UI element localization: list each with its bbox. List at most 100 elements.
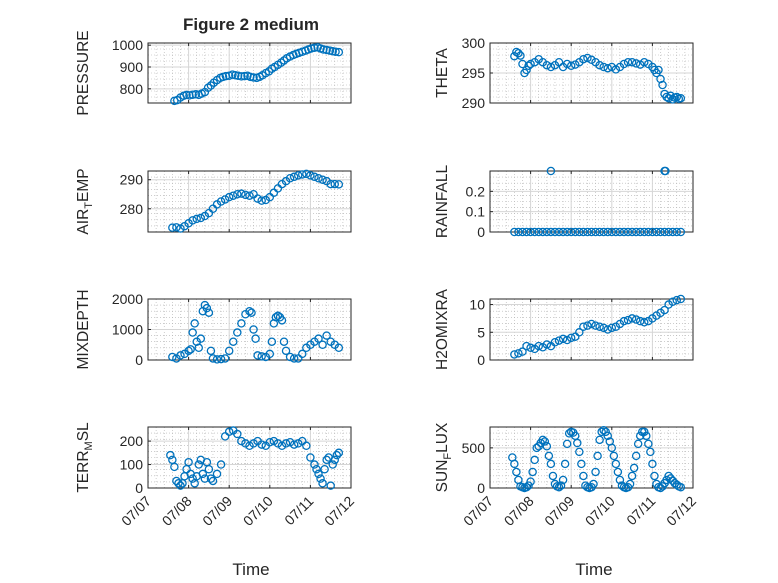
y-axis-label-sub: M bbox=[83, 441, 95, 450]
data-point bbox=[562, 439, 572, 449]
data-point bbox=[302, 441, 311, 451]
data-point bbox=[542, 442, 552, 451]
series-markers bbox=[510, 47, 686, 104]
data-point bbox=[194, 343, 203, 353]
data-point bbox=[220, 354, 230, 363]
data-point bbox=[328, 460, 337, 469]
data-point bbox=[587, 319, 596, 329]
data-point bbox=[607, 443, 617, 453]
y-tick-label: 200 bbox=[120, 433, 144, 449]
series-markers bbox=[170, 43, 344, 106]
data-point bbox=[534, 227, 543, 237]
series-markers bbox=[166, 426, 344, 490]
data-point bbox=[257, 440, 266, 449]
data-point bbox=[320, 464, 329, 474]
data-point bbox=[601, 427, 610, 437]
y-axis-label-sub: F bbox=[442, 453, 454, 460]
data-point bbox=[318, 340, 327, 349]
data-point bbox=[192, 214, 201, 224]
data-point bbox=[176, 351, 185, 360]
data-point bbox=[237, 189, 246, 198]
data-point bbox=[599, 227, 608, 237]
data-point bbox=[281, 439, 291, 448]
data-point bbox=[538, 227, 548, 237]
data-point bbox=[332, 450, 342, 460]
y-axis-label-tail: SL bbox=[75, 422, 92, 441]
data-point bbox=[202, 303, 212, 313]
data-point bbox=[542, 60, 552, 70]
subplot-pressure: 800 900 1000 PRESSURE bbox=[75, 30, 352, 116]
data-point bbox=[526, 343, 535, 353]
y-axis-label: AIRTEMP bbox=[75, 168, 95, 234]
y-axis-label: H2OMIXRA bbox=[434, 288, 451, 370]
data-point bbox=[194, 460, 203, 469]
data-point bbox=[224, 192, 234, 202]
y-axis-label-tail: LUX bbox=[434, 422, 451, 453]
data-point bbox=[562, 335, 572, 345]
data-point bbox=[184, 346, 193, 356]
data-point bbox=[524, 61, 533, 71]
data-point bbox=[200, 474, 210, 483]
data-point bbox=[631, 227, 641, 237]
data-point bbox=[599, 323, 608, 333]
data-point bbox=[310, 460, 319, 469]
data-point bbox=[554, 336, 564, 345]
data-point bbox=[676, 93, 686, 103]
data-point bbox=[631, 59, 641, 68]
data-point bbox=[558, 334, 568, 344]
data-point bbox=[642, 431, 651, 441]
data-point bbox=[204, 308, 214, 317]
data-point bbox=[233, 71, 243, 80]
data-point bbox=[640, 227, 649, 237]
data-point bbox=[627, 57, 637, 67]
data-point bbox=[579, 322, 588, 331]
data-point bbox=[546, 459, 556, 469]
data-point bbox=[603, 431, 612, 441]
axes-box bbox=[147, 42, 352, 104]
data-point bbox=[216, 354, 226, 364]
data-point bbox=[298, 170, 307, 179]
data-point bbox=[635, 227, 645, 237]
data-point bbox=[575, 227, 584, 237]
data-point bbox=[249, 73, 258, 82]
subplot-air-temp: 280 290 AIRTEMP bbox=[75, 168, 352, 235]
data-point bbox=[660, 305, 669, 315]
series-markers bbox=[508, 425, 686, 493]
y-tick-label: 300 bbox=[462, 35, 486, 51]
y-tick-label: 1000 bbox=[112, 322, 143, 338]
data-point bbox=[640, 318, 649, 327]
y-axis-label-sub: T bbox=[83, 202, 95, 209]
data-point bbox=[182, 90, 191, 100]
data-point bbox=[518, 347, 527, 356]
series-markers bbox=[168, 169, 344, 233]
data-point bbox=[560, 459, 570, 469]
data-point bbox=[322, 45, 331, 55]
y-tick-labels: 800 900 1000 bbox=[112, 37, 143, 97]
data-point bbox=[330, 455, 340, 465]
data-point bbox=[331, 47, 340, 56]
data-point bbox=[658, 80, 667, 90]
data-point bbox=[661, 166, 670, 176]
data-point bbox=[676, 227, 686, 237]
y-tick-label: 0.1 bbox=[466, 204, 486, 220]
y-axis-label-main: SUN bbox=[434, 460, 451, 493]
data-point bbox=[558, 227, 568, 237]
y-tick-label: 2000 bbox=[112, 291, 143, 307]
data-point bbox=[190, 319, 199, 328]
data-point bbox=[279, 337, 289, 346]
data-point bbox=[229, 337, 238, 346]
data-point bbox=[245, 191, 254, 200]
y-axis-label: RAINFALL bbox=[434, 165, 451, 239]
y-tick-label: 280 bbox=[120, 201, 144, 217]
data-point bbox=[184, 457, 193, 467]
data-point bbox=[334, 180, 344, 189]
x-axis-label-right: Time bbox=[575, 560, 612, 579]
data-point bbox=[208, 354, 218, 363]
data-point bbox=[664, 93, 673, 103]
data-point bbox=[168, 223, 177, 232]
data-point bbox=[548, 471, 558, 481]
data-point bbox=[575, 447, 584, 457]
data-point bbox=[212, 469, 222, 479]
data-point bbox=[206, 81, 216, 90]
